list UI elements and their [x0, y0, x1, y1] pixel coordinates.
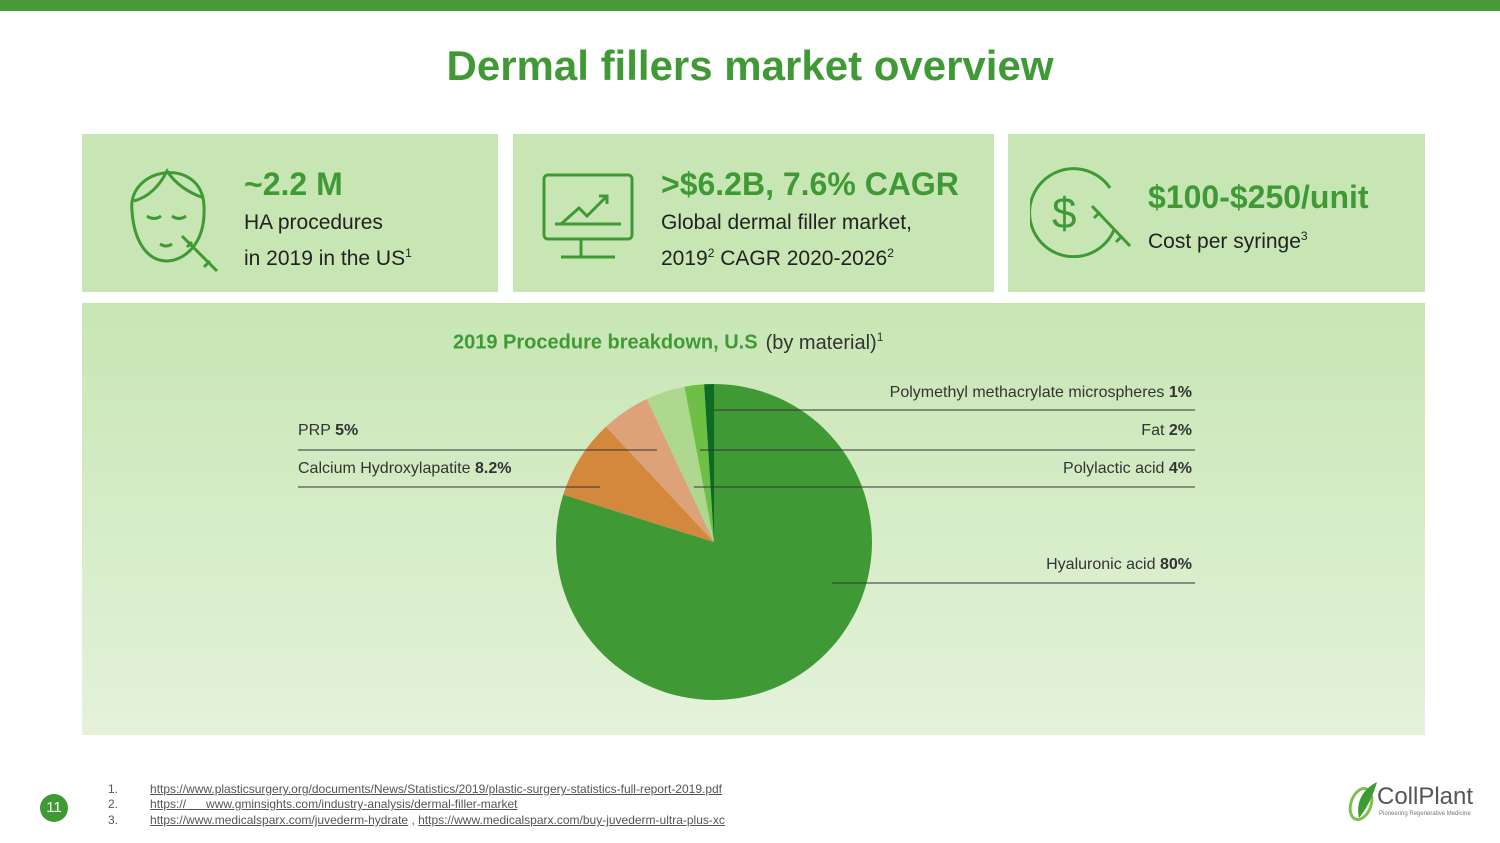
label-caha: Calcium Hydroxylapatite 8.2%	[298, 460, 512, 477]
leaf-logo-icon	[1348, 782, 1377, 821]
reference-2: 2. https:// www.gminsights.com/industry-a…	[108, 797, 518, 811]
pie-slice-polymethyl-methacrylate-microspheres	[704, 384, 714, 542]
procedures-desc: HA procedures in 2019 in the US1	[244, 211, 412, 270]
label-pmma: Polymethyl methacrylate microspheres 1%	[889, 384, 1192, 401]
face-injection-icon	[130, 168, 219, 273]
cost-value: $100-$250/unit	[1148, 179, 1369, 215]
page-number: 11	[40, 794, 68, 822]
collplant-logo: CollPlant Pioneering Regenerative Medici…	[1345, 780, 1473, 827]
pie-slice-prp	[606, 398, 714, 542]
label-ha: Hyaluronic acid 80%	[1046, 556, 1192, 573]
top-accent-bar	[0, 0, 1500, 11]
reference-1: 1. https://www.plasticsurgery.org/documen…	[108, 782, 723, 796]
label-prp: PRP 5%	[298, 422, 359, 439]
procedures-card: ~2.2 M HA procedures in 2019 in the US1	[82, 134, 498, 292]
svg-text:$: $	[1052, 189, 1076, 238]
market-desc: Global dermal filler market, 20192 CAGR 2…	[661, 211, 912, 270]
cost-desc: Cost per syringe3	[1148, 229, 1308, 253]
reference-link[interactable]: https://www.medicalsparx.com/juvederm-hy…	[150, 813, 409, 827]
reference-link[interactable]: https://www.plasticsurgery.org/documents…	[150, 782, 723, 796]
pie-slice-fat	[684, 384, 714, 542]
page-title: Dermal fillers market overview	[446, 42, 1054, 89]
market-card: >$6.2B, 7.6% CAGR Global dermal filler m…	[513, 134, 994, 292]
pie-slice-polylactic-acid	[646, 386, 714, 542]
monitor-chart-icon	[542, 173, 634, 259]
reference-link[interactable]: https://www.medicalsparx.com/buy-juveder…	[418, 813, 725, 827]
procedures-value: ~2.2 M	[244, 166, 343, 202]
chart-title: 2019 Procedure breakdown, U.S (by materia…	[453, 330, 884, 354]
label-fat: Fat 2%	[1141, 422, 1192, 439]
dollar-syringe-icon: $	[1030, 167, 1132, 258]
reference-link[interactable]: https:// www.gminsights.com/industry-ana…	[150, 797, 518, 811]
cost-card: $ $100-$250/unit Cost per syringe3	[1008, 134, 1425, 292]
market-value: >$6.2B, 7.6% CAGR	[661, 166, 959, 202]
reference-3: 3. https://www.medicalsparx.com/juvederm-…	[108, 813, 725, 827]
pie-slice-calcium-hydroxylapatite	[563, 426, 714, 542]
label-pla: Polylactic acid 4%	[1063, 460, 1192, 477]
